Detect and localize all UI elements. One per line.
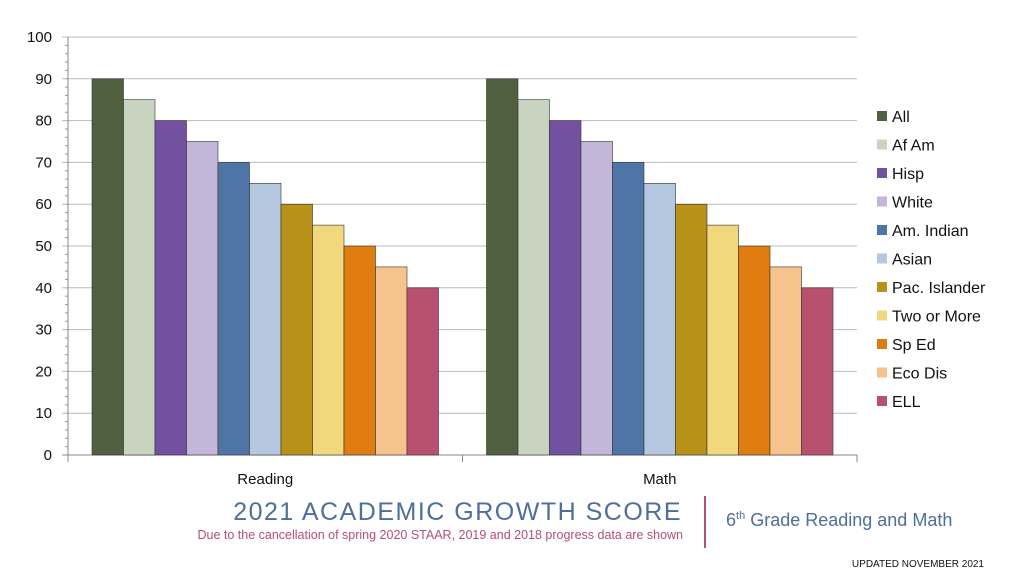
legend-label: Hisp <box>892 166 924 183</box>
bar-ell <box>801 287 834 456</box>
legend-label: Sp Ed <box>892 337 936 354</box>
y-tick-label: 90 <box>35 71 52 88</box>
legend-label: Asian <box>892 252 932 269</box>
legend-swatch <box>877 367 887 378</box>
y-tick-label: 100 <box>27 29 52 46</box>
y-tick-label: 20 <box>35 363 52 380</box>
y-tick-label: 70 <box>35 154 52 171</box>
bar-af-am <box>517 99 550 456</box>
grade-number: 6 <box>726 510 737 530</box>
legend-swatch <box>877 310 887 321</box>
legend-label: Af Am <box>892 138 935 155</box>
y-tick-label: 80 <box>35 113 52 130</box>
bar-af-am <box>123 99 156 456</box>
chart-subtitle: Due to the cancellation of spring 2020 S… <box>197 528 684 542</box>
bar-hisp <box>549 120 582 456</box>
grade-label: 6th Grade Reading and Math <box>726 510 952 531</box>
y-tick-label: 50 <box>35 238 52 255</box>
legend-swatch <box>877 282 887 292</box>
divider <box>704 496 706 548</box>
bar-white <box>580 141 613 456</box>
legend-swatch <box>877 168 887 178</box>
legend-swatch <box>877 253 887 264</box>
legend-label: Pac. Islander <box>892 280 986 297</box>
y-tick-label: 60 <box>35 196 52 213</box>
y-tick-label: 30 <box>35 322 52 339</box>
legend-swatch <box>877 111 887 121</box>
y-tick-label: 0 <box>44 447 52 464</box>
bar-chart: 0 10 20 30 40 50 60 70 80 90 100 Reading Math All Af A… <box>27 29 986 488</box>
updated-note: UPDATED NOVEMBER 2021 <box>851 559 984 570</box>
grade-text: Grade Reading and Math <box>745 510 953 530</box>
legend-label: All <box>892 109 910 126</box>
bar-pac-islander <box>280 203 313 456</box>
x-category-label: Math <box>643 471 676 488</box>
legend-label: Two or More <box>892 309 981 326</box>
legend-swatch <box>877 139 887 150</box>
legend-label: Eco Dis <box>892 366 947 383</box>
bar-am-indian <box>217 162 250 456</box>
chart-title: 2021 ACADEMIC GROWTH SCORE <box>233 498 682 526</box>
bar-all <box>91 78 124 456</box>
grade-suffix: th <box>736 510 746 522</box>
legend-swatch <box>877 339 887 349</box>
legend-label: Am. Indian <box>892 223 968 240</box>
y-tick-label: 40 <box>35 280 52 297</box>
bar-sp-ed <box>738 245 771 456</box>
bar-white <box>186 141 219 456</box>
bar-am-indian <box>612 162 645 456</box>
bar-ell <box>406 287 439 456</box>
bar-all <box>486 78 519 456</box>
bar-eco-dis <box>769 266 802 456</box>
bar-eco-dis <box>375 266 408 456</box>
legend-swatch <box>877 196 887 207</box>
bar-two-or-more <box>706 224 739 456</box>
bar-hisp <box>154 120 187 456</box>
legend-swatch <box>877 225 887 235</box>
bar-sp-ed <box>343 245 376 456</box>
bar-pac-islander <box>675 203 708 456</box>
bar-asian <box>643 183 676 456</box>
bar-asian <box>249 183 282 456</box>
legend-label: ELL <box>892 394 921 411</box>
legend-swatch <box>877 396 887 406</box>
legend-label: White <box>892 195 933 212</box>
x-category-label: Reading <box>237 471 293 488</box>
bar-two-or-more <box>312 224 345 456</box>
y-tick-label: 10 <box>35 405 52 422</box>
